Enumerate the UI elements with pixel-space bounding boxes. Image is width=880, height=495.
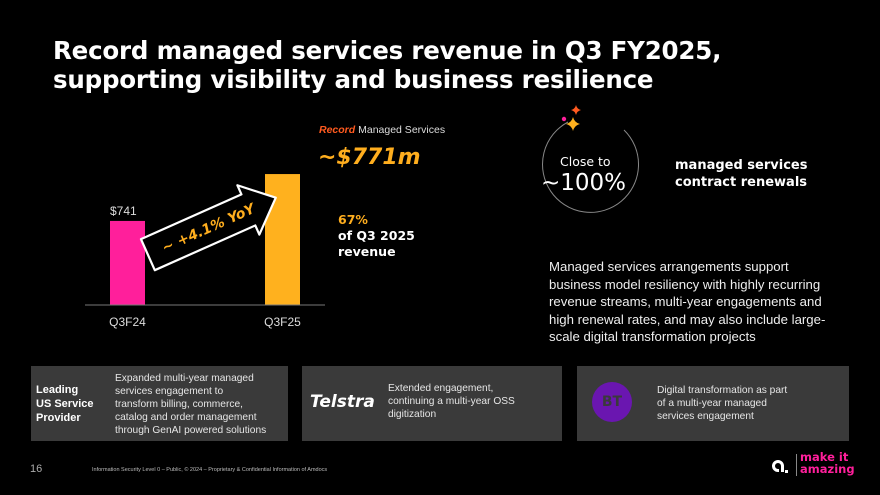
tick-label-q3f24: Q3F24 bbox=[109, 315, 146, 329]
description-line: scale digital transformation projects bbox=[549, 329, 756, 344]
description-line: revenue streams, multi-year engagements … bbox=[549, 294, 822, 309]
page-title: Record managed services revenue in Q3 FY… bbox=[53, 36, 833, 94]
growth-arrow: ~ +4.1% YoY bbox=[139, 184, 277, 272]
renewal-label-line1: managed services bbox=[675, 158, 808, 173]
sparkle-dot-icon bbox=[561, 116, 567, 122]
case-card-bt: BT Digital transformation as part of a m… bbox=[577, 366, 849, 441]
renewal-label: managed services contract renewals bbox=[675, 157, 807, 191]
bar-q3f25 bbox=[265, 174, 300, 305]
record-suffix: Managed Services bbox=[358, 124, 446, 136]
description-paragraph: Managed services arrangements support bu… bbox=[549, 258, 869, 346]
card-customer-label: Leading US Service Provider bbox=[36, 383, 93, 425]
record-value: ~$771m bbox=[318, 145, 421, 170]
card-text-line: digitization bbox=[388, 409, 437, 420]
brand-tagline-line1: make it bbox=[800, 450, 849, 464]
revenue-share-line2: of Q3 2025 bbox=[338, 228, 415, 243]
tick-label-q3f25: Q3F25 bbox=[264, 315, 301, 329]
amdocs-logo-icon bbox=[768, 455, 790, 477]
sparkle-large-icon bbox=[566, 117, 580, 131]
revenue-share: 67% of Q3 2025 revenue bbox=[338, 212, 415, 260]
renewal-close-to: Close to bbox=[560, 154, 611, 169]
card-text-line: catalog and order management bbox=[115, 412, 257, 423]
description-line: business model resiliency with highly re… bbox=[549, 276, 821, 292]
brand-tagline: make it amazing bbox=[800, 451, 855, 475]
renewal-circle bbox=[542, 105, 639, 213]
sparkle-small-icon bbox=[571, 105, 581, 115]
card-customer-line: Provider bbox=[36, 412, 81, 424]
card-text-line: continuing a multi-year OSS bbox=[388, 396, 515, 407]
card-text: Digital transformation as part of a mult… bbox=[657, 384, 787, 423]
description-line: high renewal rates, and may also include… bbox=[549, 311, 826, 327]
record-heading: Record Managed Services bbox=[319, 124, 445, 136]
card-text-line: of a multi-year managed bbox=[657, 398, 767, 409]
revenue-share-line3: revenue bbox=[338, 244, 396, 259]
card-customer-line: US Service bbox=[36, 398, 94, 410]
page-number: 16 bbox=[30, 463, 43, 475]
brand-tagline-line2: amazing bbox=[800, 462, 855, 476]
bt-logo-icon: BT bbox=[592, 382, 632, 422]
logo-divider bbox=[796, 454, 797, 476]
card-text-line: through GenAI powered solutions bbox=[115, 425, 267, 436]
telstra-logo: Telstra bbox=[310, 392, 375, 412]
renewal-arc bbox=[542, 121, 639, 213]
renewal-value: ~100% bbox=[541, 170, 627, 196]
renewal-label-line2: contract renewals bbox=[675, 175, 808, 190]
card-text: Extended engagement, continuing a multi-… bbox=[388, 382, 515, 421]
card-text-line: services engagement to bbox=[115, 386, 224, 397]
card-customer-line: Leading bbox=[36, 384, 79, 396]
footer-disclaimer: Information Security Level 0 – Public, ©… bbox=[92, 467, 328, 473]
title-line-1: Record managed services revenue in Q3 FY… bbox=[53, 36, 722, 65]
title-line-2: supporting visibility and business resil… bbox=[53, 65, 654, 94]
bt-logo-text: BT bbox=[601, 394, 623, 410]
card-text-line: Digital transformation as part bbox=[657, 385, 788, 396]
revenue-bar-chart: $741 Q3F24 Q3F25 ~ +4.1% YoY bbox=[85, 174, 325, 329]
revenue-share-pct: 67% bbox=[338, 212, 368, 227]
card-text-line: Expanded multi-year managed bbox=[115, 373, 254, 384]
card-text: Expanded multi-year managed services eng… bbox=[115, 372, 266, 437]
bar-q3f24 bbox=[110, 220, 145, 305]
case-card-telstra: Telstra Extended engagement, continuing … bbox=[302, 366, 562, 441]
record-prefix: Record bbox=[319, 124, 356, 136]
case-card-us-provider: Leading US Service Provider Expanded mul… bbox=[31, 366, 288, 441]
card-text-line: transform billing, commerce, bbox=[115, 399, 243, 410]
description-line: Managed services arrangements support bbox=[549, 259, 789, 274]
card-text-line: services engagement bbox=[657, 411, 754, 422]
data-label-q3f24: $741 bbox=[110, 204, 137, 218]
card-text-line: Extended engagement, bbox=[388, 383, 494, 394]
